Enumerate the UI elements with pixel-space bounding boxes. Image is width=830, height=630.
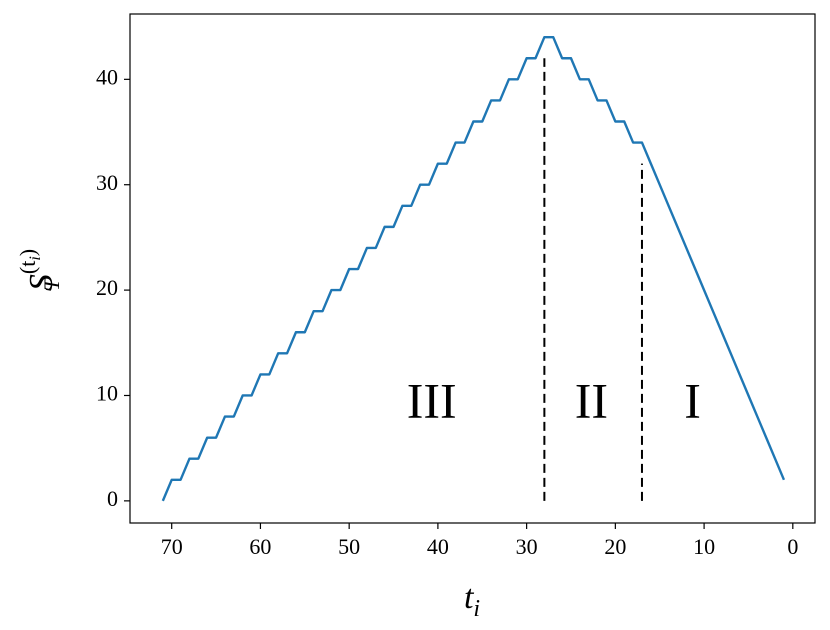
- y-axis-label: S(ti) T: [15, 249, 64, 291]
- x-tick-label: 70: [161, 534, 183, 559]
- region-label: I: [684, 372, 701, 428]
- y-tick-label: 40: [96, 64, 118, 89]
- x-tick-label: 20: [604, 534, 626, 559]
- axes-frame: [129, 13, 816, 524]
- y-tick-label: 0: [107, 486, 118, 511]
- x-axis-label: ti: [464, 579, 480, 622]
- y-label-sup: (t: [15, 261, 40, 274]
- x-tick-label: 30: [516, 534, 538, 559]
- region-label: III: [407, 372, 457, 428]
- x-tick-label: 40: [427, 534, 449, 559]
- x-label-sub: i: [473, 596, 480, 622]
- y-label-sup-sub: i: [27, 256, 44, 260]
- y-label-sup-end: ): [15, 249, 40, 256]
- y-tick-label: 20: [96, 275, 118, 300]
- data-line: [161, 35, 786, 502]
- x-tick-label: 0: [787, 534, 798, 559]
- x-tick-label: 10: [693, 534, 715, 559]
- y-tick-label: 30: [96, 170, 118, 195]
- x-label-base: t: [464, 579, 475, 616]
- x-tick-label: 50: [338, 534, 360, 559]
- y-label-base: S: [23, 274, 60, 291]
- y-tick-label: 10: [96, 381, 118, 406]
- x-tick-label: 60: [249, 534, 271, 559]
- region-label: II: [575, 372, 608, 428]
- y-label-sub: T: [39, 277, 64, 291]
